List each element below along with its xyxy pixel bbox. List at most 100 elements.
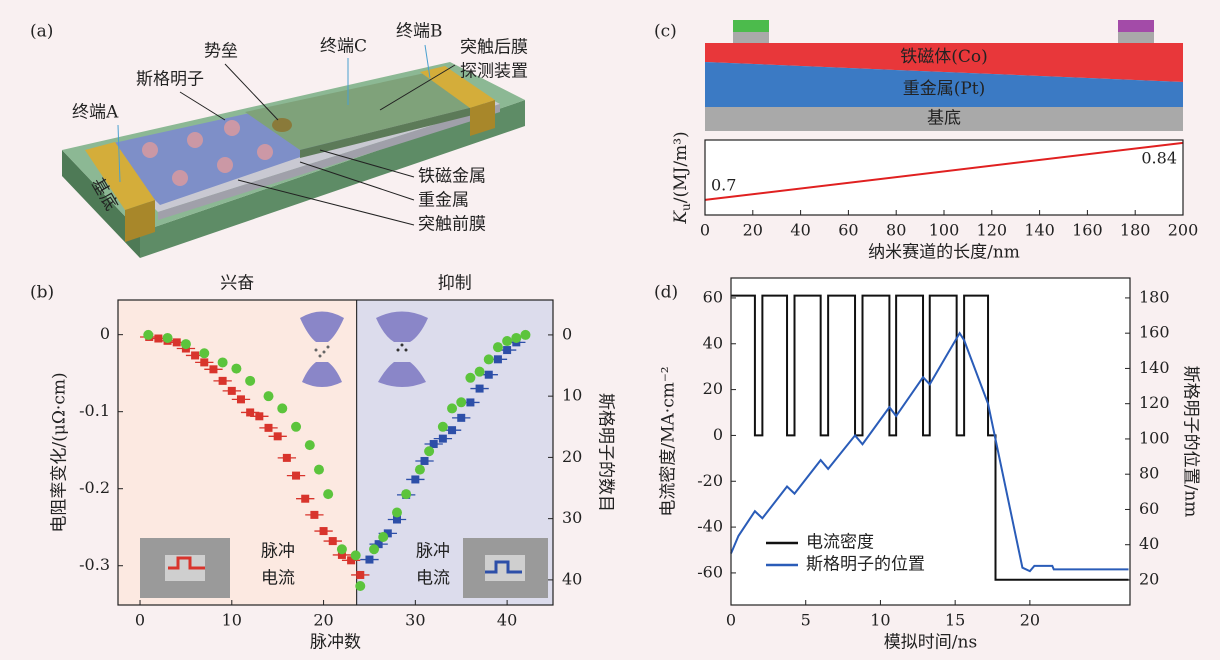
label: 突触前膜 [418,215,486,235]
x-tick-label: 80 [886,221,906,240]
y2-tick-label: 0 [562,324,572,343]
y-tick-label: -0.1 [79,401,110,420]
skyrmion-dot [217,157,233,173]
y2-tick-label: 140 [1139,358,1170,377]
electrode [733,20,769,32]
electrode-base [1118,32,1154,43]
vesicle [327,346,330,349]
x-tick-label: 20 [313,611,333,630]
label: 终端C [320,37,367,57]
layer-label: 重金属(Pt) [903,79,986,99]
x-axis-label: 脉冲数 [310,633,361,653]
point [199,348,209,358]
pulse-label: 电流 [261,569,295,589]
y2-tick-label: 160 [1139,323,1170,342]
point [264,391,274,401]
vesicle [397,349,400,352]
point [502,336,512,346]
point [337,544,347,554]
point [329,537,337,545]
point [291,422,301,432]
point [520,330,530,340]
pulse-label: 脉冲 [416,542,450,562]
y-tick-label: -20 [697,471,723,490]
y2-tick-label: 120 [1139,393,1170,412]
point [305,440,315,450]
point [323,489,333,499]
x-tick-label: 180 [1120,221,1151,240]
point [231,364,241,374]
point [503,346,511,354]
x-tick-label: 0 [726,611,736,630]
sem-track [485,555,525,581]
value-label: 0.84 [1141,148,1177,167]
y2-tick-label: 20 [1139,569,1159,588]
barrier [272,118,292,132]
point [484,354,494,364]
skyrmion-dot [187,132,203,148]
point [245,376,255,386]
vesicle [323,351,326,354]
vesicle [401,344,404,347]
y2-tick-label: 20 [562,447,582,466]
label: 突触后膜 [460,38,528,58]
y-tick-label: -0.2 [79,478,110,497]
point [200,358,208,366]
point [439,435,447,443]
y-axis-unit: /(MJ/m³) [671,131,691,203]
label: 重金属 [418,191,469,211]
point [277,403,287,413]
legend-label: 斯格明子的位置 [806,555,925,575]
point [401,489,411,499]
point [237,395,245,403]
vesicle [405,349,408,352]
point [369,544,379,554]
point [456,397,466,407]
point [301,495,309,503]
x-tick-label: 40 [790,221,810,240]
point [310,511,318,519]
point [476,385,484,393]
point [493,342,503,352]
y2-axis-label: 斯格明子的数目 [596,393,616,512]
x-tick-label: 100 [929,221,960,240]
value-label: 0.7 [711,175,736,194]
y-axis-label: 电阻率变化/(μΩ·cm) [50,372,70,532]
pulse-label: 脉冲 [261,542,295,562]
x-tick-label: 120 [977,221,1008,240]
pulse-label: 电流 [416,569,450,589]
point [485,371,493,379]
skyrmion-dot [172,170,188,186]
figure: (a) 终端A 斯格明子 势垒 终端C 终端B 突触后膜 探测装置 铁磁金属 重… [0,0,1220,660]
point [411,475,419,483]
point [163,333,173,343]
x-tick-label: 20 [1020,611,1040,630]
point [465,373,475,383]
y-tick-label: 0 [713,425,723,444]
x-axis-label: 纳米赛道的长度/nm [868,242,1020,263]
skyrmion-dot [224,120,240,136]
point [457,414,465,422]
region-label: 抑制 [438,274,472,294]
panel-label: (c) [654,22,677,42]
y2-axis-label: 斯格明子的位置/nm [1181,366,1201,518]
point [218,357,228,367]
point [219,377,227,385]
point [494,355,502,363]
point [355,581,365,591]
point [511,333,521,343]
electrode [1118,20,1154,32]
y-tick-label: -60 [697,562,723,581]
electrode-base [733,32,769,43]
point [143,330,153,340]
point [274,432,282,440]
y-tick-label: 40 [703,333,723,352]
point [378,532,388,542]
x-tick-label: 15 [945,611,965,630]
y2-tick-label: 180 [1139,287,1170,306]
point [255,412,263,420]
vesicle [315,349,318,352]
point [292,472,300,480]
y-tick-label: 20 [703,379,723,398]
x-tick-label: 60 [838,221,858,240]
